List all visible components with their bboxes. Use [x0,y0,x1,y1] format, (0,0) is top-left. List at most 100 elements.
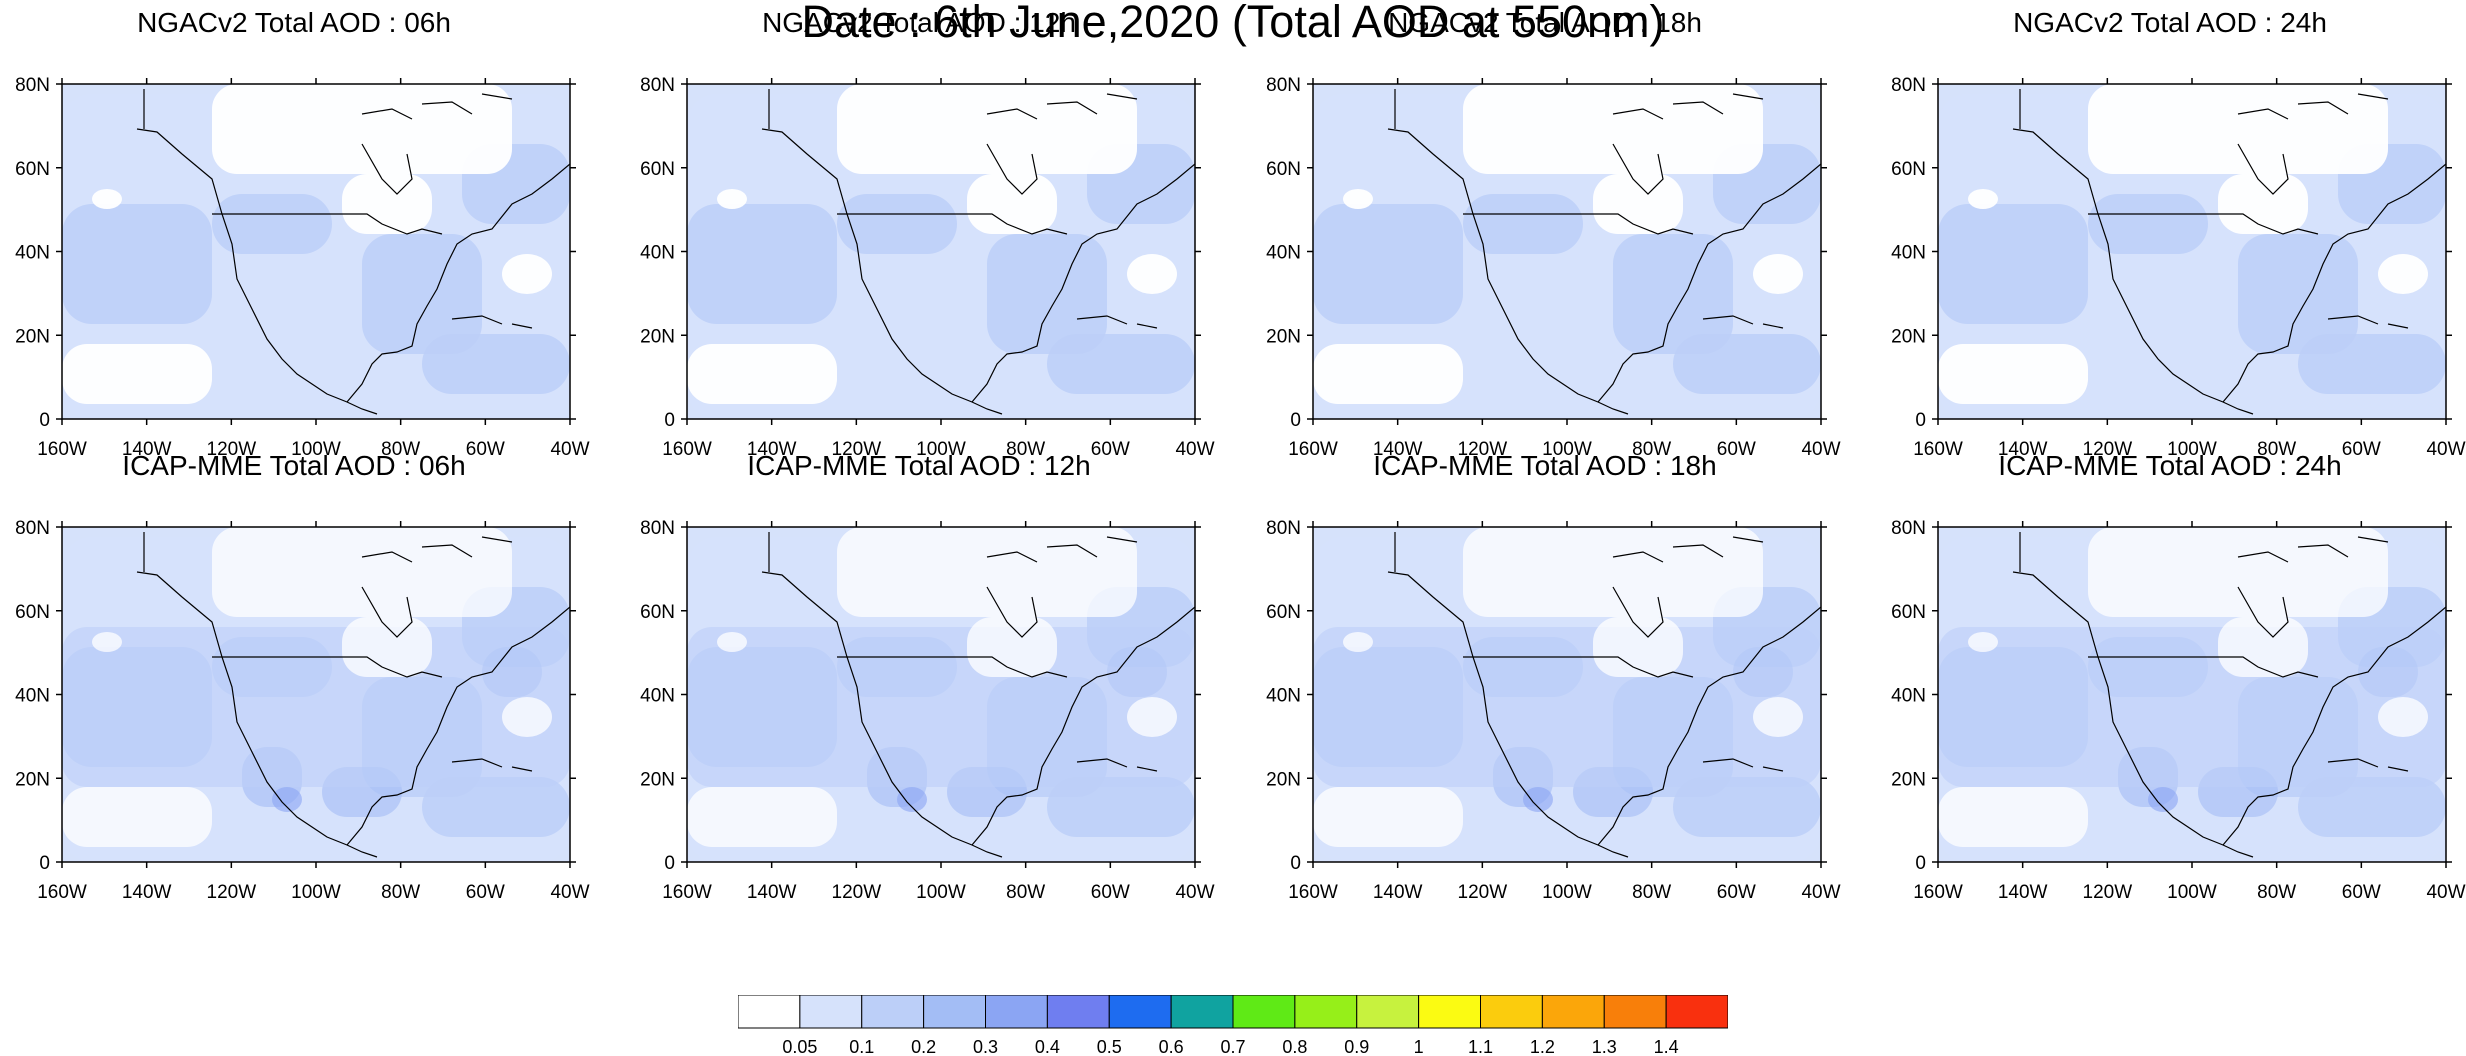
lat-tick-label: 60N [640,602,675,623]
colorbar-swatch [1108,995,1172,1029]
map-panel: ICAP-MME Total AOD : 18h 0 20N 40N 60N 80N 160… [1251,443,1863,913]
colorbar-swatch [1418,995,1481,1029]
lat-tick-label: 60N [640,159,675,180]
colorbar-swatch [985,995,1048,1029]
lon-tick-label: 40W [1801,882,1840,903]
lon-tick-label: 160W [37,439,87,460]
lon-tick-label: 160W [37,882,87,903]
lon-tick-label: 120W [1458,882,1508,903]
panel-title: NGACv2 Total AOD : 18h [1388,7,1702,38]
lat-tick-label: 40N [640,243,675,264]
lat-tick-label: 20N [1266,326,1301,347]
figure-title: Date : 6th June,2020 (Total AOD at 550nm… [801,0,1665,47]
colorbar-label: 0.5 [1097,1037,1122,1056]
aod-colorbar: 0.05 0.1 0.2 0.3 0.4 0.5 0.6 0.7 0.8 0.9 1 1.1 1.2 1.… [738,995,1728,1056]
lat-tick-label: 80N [640,75,675,96]
colorbar-label: 0.8 [1282,1037,1307,1056]
colorbar-swatch [1232,995,1296,1029]
colorbar-swatch [1294,995,1358,1029]
colorbar-label: 1.3 [1592,1037,1617,1056]
lon-tick-label: 40W [1801,439,1840,460]
lon-tick-label: 120W [207,882,257,903]
lat-tick-label: 80N [15,75,50,96]
lon-tick-label: 120W [207,439,257,460]
lat-tick-label: 60N [1266,602,1301,623]
colorbar-label: 0.6 [1159,1037,1184,1056]
lon-tick-label: 40W [1175,439,1214,460]
lat-tick-label: 60N [15,159,50,180]
lat-tick-label: 0 [1915,853,1926,874]
colorbar-label: 0.4 [1035,1037,1060,1056]
lat-tick-label: 80N [15,518,50,539]
lon-tick-label: 140W [1998,439,2048,460]
colorbar-swatch [799,995,863,1029]
lon-tick-label: 40W [2426,439,2465,460]
map-plot: 0 20N 40N 60N 80N 160W 140W 120W 100W 80W 60W 40W [1266,518,1840,903]
lat-tick-label: 60N [1891,602,1926,623]
lat-tick-label: 20N [15,769,50,790]
lon-tick-label: 100W [2167,439,2217,460]
panel-title: ICAP-MME Total AOD : 06h [122,450,466,481]
lon-tick-label: 60W [1091,439,1130,460]
lon-tick-label: 120W [832,882,882,903]
lon-tick-label: 40W [550,439,589,460]
lat-tick-label: 0 [39,410,50,431]
panel-title: NGACv2 Total AOD : 24h [2013,7,2327,38]
lon-tick-label: 100W [291,882,341,903]
map-plot: 0 20N 40N 60N 80N 160W 140W 120W 100W 80W 60W 40W [15,75,589,460]
colorbar-swatch [861,995,925,1029]
lon-tick-label: 60W [2342,439,2381,460]
lat-tick-label: 60N [1891,159,1926,180]
lon-tick-label: 120W [2083,882,2133,903]
lon-tick-label: 120W [2083,439,2133,460]
colorbar-swatch [1603,995,1667,1029]
lon-tick-label: 80W [1632,882,1671,903]
lon-tick-label: 140W [1373,882,1423,903]
lon-tick-label: 100W [1542,882,1592,903]
lon-tick-label: 140W [747,439,797,460]
lon-tick-label: 160W [1913,439,1963,460]
lat-tick-label: 20N [1891,769,1926,790]
lat-tick-label: 0 [1290,410,1301,431]
panel-title: ICAP-MME Total AOD : 12h [747,450,1091,481]
map-panel: ICAP-MME Total AOD : 12h 0 20N 40N 60N 80N 160… [625,443,1237,913]
lat-tick-label: 20N [640,326,675,347]
colorbar-swatch [1170,995,1234,1029]
lon-tick-label: 80W [381,439,420,460]
lat-tick-label: 0 [1915,410,1926,431]
lon-tick-label: 140W [747,882,797,903]
lon-tick-label: 100W [2167,882,2217,903]
lon-tick-label: 80W [1632,439,1671,460]
lon-tick-label: 160W [1288,439,1338,460]
map-plot: 0 20N 40N 60N 80N 160W 140W 120W 100W 80W 60W 40W [1891,518,2465,903]
panel-title: ICAP-MME Total AOD : 18h [1373,450,1717,481]
lon-tick-label: 140W [122,882,172,903]
lat-tick-label: 80N [1891,518,1926,539]
lon-tick-label: 60W [466,439,505,460]
map-plot: 0 20N 40N 60N 80N 160W 140W 120W 100W 80W 60W 40W [1266,75,1840,460]
lon-tick-label: 120W [832,439,882,460]
lat-tick-label: 0 [664,410,675,431]
lon-tick-label: 120W [1458,439,1508,460]
colorbar-label: 1 [1414,1037,1424,1056]
map-plot: 0 20N 40N 60N 80N 160W 140W 120W 100W 80W 60W 40W [640,75,1214,460]
colorbar-label: 0.2 [911,1037,936,1056]
lat-tick-label: 80N [640,518,675,539]
map-panel: NGACv2 Total AOD : 18h 0 20N 40N 60N 80N 160W 1… [1251,0,1863,470]
lon-tick-label: 140W [1998,882,2048,903]
lon-tick-label: 160W [1913,882,1963,903]
colorbar-swatch [738,995,801,1029]
lat-tick-label: 80N [1266,518,1301,539]
map-panel: NGACv2 Total AOD : 24h 0 20N 40N 60N 80N 160W 1… [1876,0,2466,470]
colorbar-label: 0.1 [849,1037,874,1056]
panel-title: ICAP-MME Total AOD : 24h [1998,450,2342,481]
lon-tick-label: 60W [466,882,505,903]
colorbar-swatch [923,995,986,1029]
lon-tick-label: 100W [1542,439,1592,460]
lat-tick-label: 20N [640,769,675,790]
lon-tick-label: 80W [381,882,420,903]
lon-tick-label: 140W [122,439,172,460]
lat-tick-label: 20N [1891,326,1926,347]
lon-tick-label: 160W [662,439,712,460]
colorbar-swatch [1480,995,1543,1029]
